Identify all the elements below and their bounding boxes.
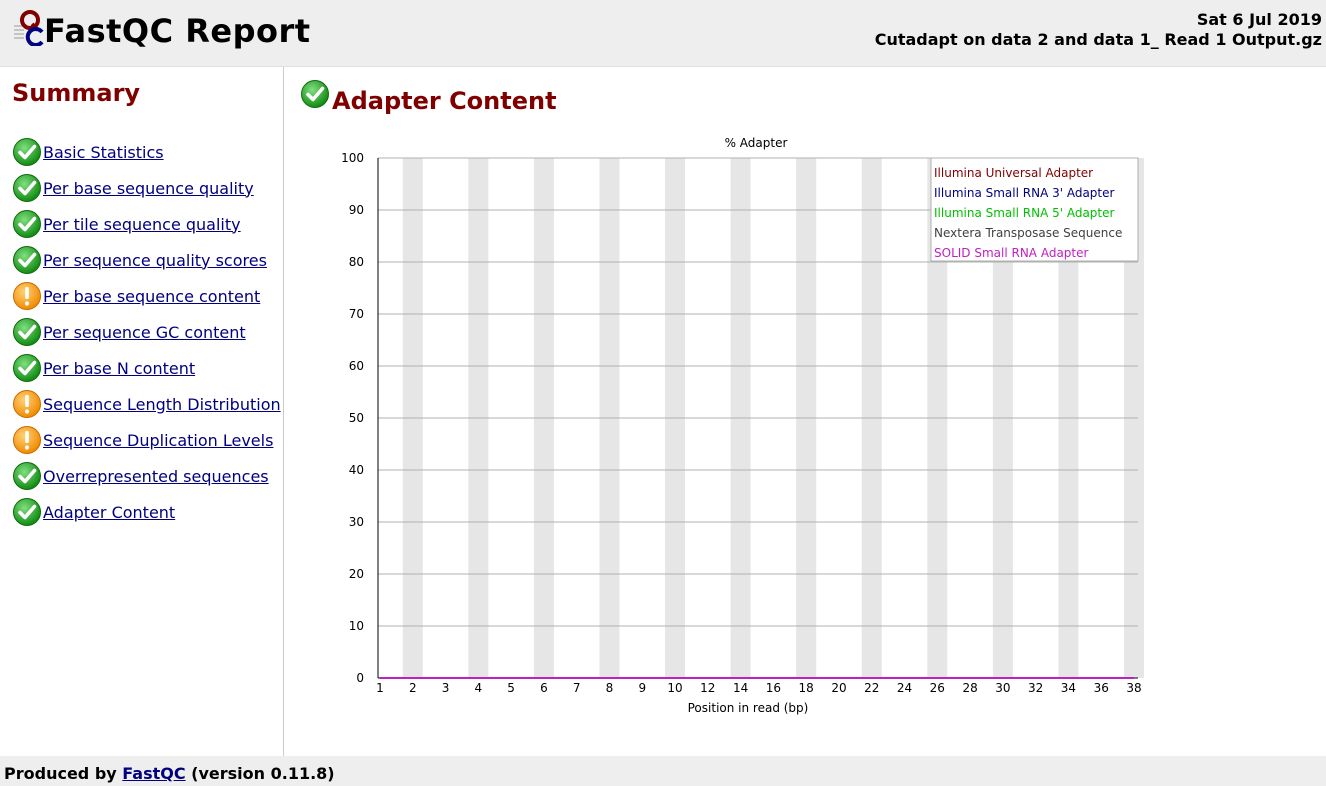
y-tick-label: 70 <box>349 307 364 321</box>
x-tick-label: 1 <box>376 681 384 695</box>
summary-link[interactable]: Per base sequence content <box>43 286 261 306</box>
x-tick-label: 30 <box>995 681 1010 695</box>
summary-link[interactable]: Adapter Content <box>43 502 176 522</box>
legend-entry: SOLID Small RNA Adapter <box>934 246 1088 260</box>
chart-title: % Adapter <box>725 136 788 150</box>
y-tick-label: 40 <box>349 463 364 477</box>
pass-icon <box>12 137 42 167</box>
summary-link[interactable]: Basic Statistics <box>43 142 164 162</box>
legend-box <box>930 157 1139 262</box>
y-tick-label: 60 <box>349 359 364 373</box>
summary-link[interactable]: Overrepresented sequences <box>43 466 269 486</box>
y-tick-label: 100 <box>341 151 364 165</box>
report-meta: Sat 6 Jul 2019 Cutadapt on data 2 and da… <box>875 10 1322 50</box>
summary-item: Per sequence GC content <box>12 314 281 350</box>
summary-link[interactable]: Per sequence GC content <box>43 322 246 342</box>
pass-icon <box>12 209 42 239</box>
x-tick-label: 26 <box>930 681 945 695</box>
x-tick-label: 12 <box>700 681 715 695</box>
pass-icon <box>12 173 42 203</box>
summary-link[interactable]: Per tile sequence quality <box>43 214 241 234</box>
section-title: Adapter Content <box>332 87 557 115</box>
summary-nav: Basic Statistics Per base sequence qualit… <box>12 134 281 530</box>
fastqc-link[interactable]: FastQC <box>122 764 186 783</box>
legend-entry: Illumina Small RNA 3' Adapter <box>934 186 1115 200</box>
x-tick-label: 5 <box>507 681 515 695</box>
x-tick-label: 2 <box>409 681 417 695</box>
legend-entry: Illumina Universal Adapter <box>934 166 1093 180</box>
summary-item: Per sequence quality scores <box>12 242 281 278</box>
report-title: FastQC Report <box>44 12 311 50</box>
x-tick-label: 16 <box>766 681 781 695</box>
summary-item: Per base N content <box>12 350 281 386</box>
footer-version: (version 0.11.8) <box>191 764 335 783</box>
x-tick-label: 6 <box>540 681 548 695</box>
summary-item: Sequence Duplication Levels <box>12 422 281 458</box>
x-tick-label: 36 <box>1094 681 1109 695</box>
summary-link[interactable]: Sequence Duplication Levels <box>43 430 274 450</box>
pass-icon <box>12 353 42 383</box>
legend-entry: Illumina Small RNA 5' Adapter <box>934 206 1115 220</box>
x-tick-label: 8 <box>606 681 614 695</box>
x-tick-label: 3 <box>442 681 450 695</box>
footer-text: Produced by FastQC (version 0.11.8) <box>4 764 335 783</box>
x-tick-label: 20 <box>831 681 846 695</box>
summary-item: Adapter Content <box>12 494 281 530</box>
x-tick-label: 14 <box>733 681 748 695</box>
pass-icon <box>12 497 42 527</box>
x-tick-label: 9 <box>638 681 646 695</box>
x-tick-label: 38 <box>1126 681 1141 695</box>
pass-icon <box>300 79 330 109</box>
x-tick-label: 18 <box>799 681 814 695</box>
y-tick-label: 0 <box>356 671 364 685</box>
summary-sidebar: Summary Basic Statistics Per base sequenc… <box>0 67 284 756</box>
summary-item: Per base sequence content <box>12 278 281 314</box>
report-footer: Produced by FastQC (version 0.11.8) <box>0 756 1326 786</box>
pass-icon <box>12 461 42 491</box>
y-tick-label: 80 <box>349 255 364 269</box>
y-tick-label: 90 <box>349 203 364 217</box>
y-tick-label: 20 <box>349 567 364 581</box>
x-tick-label: 32 <box>1028 681 1043 695</box>
x-axis-label: Position in read (bp) <box>688 701 809 715</box>
x-tick-label: 10 <box>667 681 682 695</box>
report-filename: Cutadapt on data 2 and data 1_ Read 1 Ou… <box>874 30 1322 49</box>
summary-item: Overrepresented sequences <box>12 458 281 494</box>
summary-item: Basic Statistics <box>12 134 281 170</box>
summary-link[interactable]: Per sequence quality scores <box>43 250 267 270</box>
x-tick-label: 28 <box>962 681 977 695</box>
summary-link[interactable]: Per base N content <box>43 358 196 378</box>
summary-item: Per base sequence quality <box>12 170 281 206</box>
footer-prefix: Produced by <box>4 764 117 783</box>
summary-link[interactable]: Sequence Length Distribution <box>43 394 281 414</box>
y-tick-label: 30 <box>349 515 364 529</box>
x-tick-label: 4 <box>475 681 483 695</box>
warning-icon <box>12 389 42 419</box>
x-tick-label: 24 <box>897 681 912 695</box>
y-tick-label: 10 <box>349 619 364 633</box>
report-header: FastQC Report Sat 6 Jul 2019 Cutadapt on… <box>0 0 1326 67</box>
summary-title: Summary <box>12 79 141 107</box>
summary-item: Sequence Length Distribution <box>12 386 281 422</box>
report-date: Sat 6 Jul 2019 <box>1196 10 1322 29</box>
fastqc-logo-icon <box>14 10 44 46</box>
x-tick-label: 22 <box>864 681 879 695</box>
warning-icon <box>12 281 42 311</box>
main-content: 0 10 20 30 40 50 60 70 80 90 100 1 2 3 4 5 6 7 8 9 10 12 14 16 1… <box>284 67 1324 756</box>
warning-icon <box>12 425 42 455</box>
x-tick-label: 7 <box>573 681 581 695</box>
x-tick-label: 34 <box>1061 681 1076 695</box>
legend-entry: Nextera Transposase Sequence <box>934 226 1122 240</box>
pass-icon <box>12 245 42 275</box>
summary-link[interactable]: Per base sequence quality <box>43 178 254 198</box>
pass-icon <box>12 317 42 347</box>
y-tick-label: 50 <box>349 411 364 425</box>
summary-item: Per tile sequence quality <box>12 206 281 242</box>
